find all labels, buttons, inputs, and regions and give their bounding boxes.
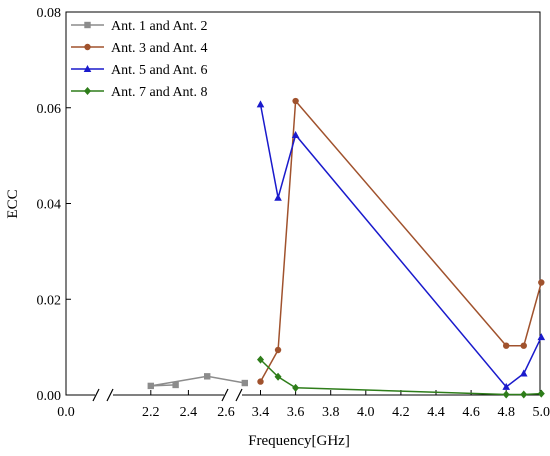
data-point (257, 355, 264, 364)
data-point (274, 193, 282, 201)
legend-marker (84, 43, 91, 51)
x-tick-label: 4.8 (497, 405, 515, 420)
x-tick-label: 2.4 (180, 405, 198, 420)
series-2 (257, 97, 545, 385)
legend-label: Ant. 5 and Ant. 6 (111, 63, 207, 78)
y-tick-label: 0.06 (37, 102, 62, 117)
legend: Ant. 1 and Ant. 2 Ant. 3 and Ant. 4 Ant. 5… (71, 19, 207, 100)
data-point (292, 383, 300, 392)
data-point (257, 378, 264, 385)
data-point (172, 381, 179, 389)
axes: 0.00 0.02 0.04 0.06 0.08 0.0 2.2 2.4 2.6 3.4 3.6 3.… (37, 6, 550, 420)
data-point (274, 372, 282, 381)
series-line (259, 99, 543, 382)
x-tick-label: 4.6 (462, 405, 480, 420)
data-point (502, 382, 510, 390)
series-4 (257, 355, 545, 399)
series-line (259, 359, 542, 396)
data-point (503, 342, 510, 349)
series-line (259, 104, 542, 388)
y-tick-label: 0.00 (37, 389, 62, 404)
x-tick-label: 3.4 (252, 405, 270, 420)
legend-item: Ant. 7 and Ant. 8 (71, 85, 207, 100)
data-point (537, 333, 546, 341)
axis-break-mark (92, 388, 100, 402)
y-tick-label: 0.04 (37, 198, 62, 213)
data-point (520, 342, 527, 349)
series-line (150, 375, 245, 387)
x-tick-label: 0.0 (57, 405, 75, 420)
y-tick-label: 0.02 (37, 293, 62, 308)
data-point (274, 346, 282, 354)
data-point (291, 131, 300, 139)
data-point (519, 369, 528, 377)
data-point (256, 100, 265, 108)
series-group (147, 97, 546, 399)
data-point (241, 379, 248, 387)
data-point (537, 389, 545, 398)
legend-item: Ant. 1 and Ant. 2 (71, 19, 207, 34)
legend-label: Ant. 7 and Ant. 8 (111, 85, 207, 100)
x-axis-title: Frequency[GHz] (248, 433, 350, 449)
data-point (502, 390, 510, 399)
legend-marker (84, 21, 91, 29)
data-point (147, 382, 154, 390)
y-axis-title: ECC (5, 189, 21, 218)
x-tick-label: 2.6 (217, 405, 235, 420)
legend-marker (84, 87, 91, 95)
axis-break-mark (235, 388, 243, 402)
axis-break-mark (221, 388, 229, 402)
data-point (292, 97, 299, 105)
legend-item: Ant. 5 and Ant. 6 (71, 63, 207, 78)
x-tick-label: 2.2 (142, 405, 160, 420)
x-tick-label: 5.0 (533, 405, 550, 420)
series-3 (256, 100, 546, 390)
x-tick-label: 4.2 (392, 405, 410, 420)
x-tick-label: 3.8 (322, 405, 340, 420)
legend-label: Ant. 1 and Ant. 2 (111, 19, 207, 34)
axis-break-mark (106, 388, 114, 402)
legend-marker (83, 65, 92, 72)
x-tick-label: 4.4 (427, 405, 445, 420)
legend-item: Ant. 3 and Ant. 4 (71, 41, 207, 56)
x-tick-label: 4.0 (357, 405, 375, 420)
series-1 (147, 373, 248, 390)
y-tick-label: 0.08 (37, 6, 62, 21)
data-point (204, 373, 211, 380)
data-point (538, 279, 545, 286)
legend-label: Ant. 3 and Ant. 4 (111, 41, 207, 56)
data-point (520, 390, 528, 399)
x-tick-label: 3.6 (287, 405, 305, 420)
